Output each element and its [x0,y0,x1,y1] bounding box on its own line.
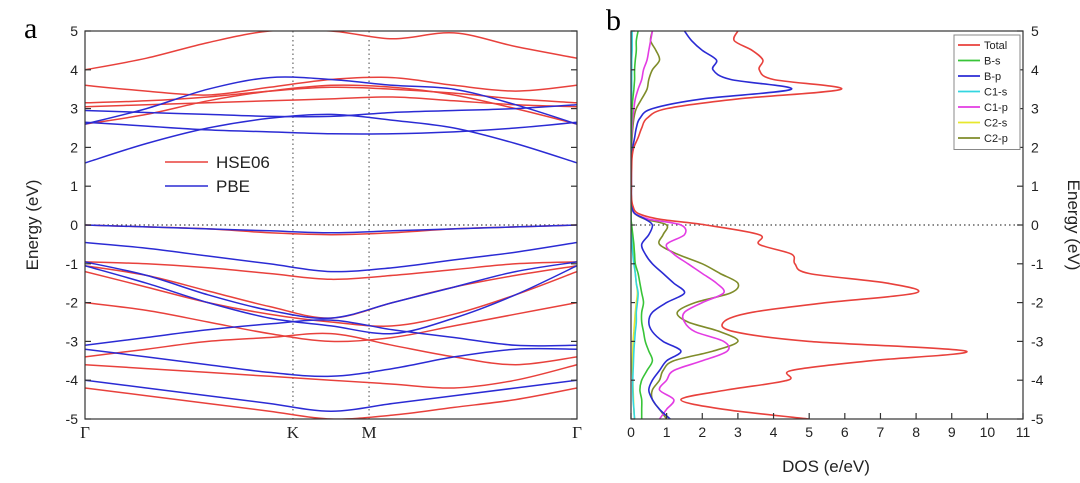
band-line-pbe-11 [85,379,577,412]
y-tick-label-b: 0 [1031,217,1039,233]
y-tick-label-a: 1 [70,178,78,194]
x-tick-label-: Γ [572,423,582,442]
x-tick-label-b: 0 [627,424,635,440]
x-tick-label-b: 8 [912,424,920,440]
band-line-pbe-3 [85,103,577,118]
x-tick-label-k: K [287,423,300,442]
axes-a: -5 -4 -3 -2 -1 0 1 2 3 4 5 Γ K M Γ [66,23,583,442]
band-line-hse06-12 [85,363,577,389]
band-line-hse06-5 [85,84,577,125]
band-line-pbe-7 [85,261,577,320]
panel-label-a: a [24,12,37,45]
y-tick-label-a: 5 [70,23,78,39]
band-line-pbe-9 [85,319,577,347]
band-line-pbe-8 [85,264,577,335]
legend-label-b-s: B-s [984,56,1001,68]
y-tick-label-a: 4 [70,62,78,78]
band-line-pbe-10 [85,347,577,378]
x-tick-label-b: 5 [805,424,813,440]
x-tick-label-b: 1 [663,424,671,440]
axes-b: 0 1 2 3 4 5 6 7 8 9 10 11-5 -4 -3 -2 -1 0 1 2 3 4 5 [627,23,1044,440]
dos-panel: b DOS (e/eV) Energy (eV) 0 1 2 3 4 5 6 7 8 9 10 11-… [606,4,1080,476]
band-line-hse06-10 [85,301,577,343]
legend-label-total: Total [984,40,1007,52]
y-axis-title-b: Energy (eV) [1064,180,1080,271]
band-line-hse06-1 [85,31,577,71]
y-tick-label-b: 2 [1031,139,1039,155]
x-tick-label-b: 7 [877,424,885,440]
band-line-hse06-8 [85,264,577,319]
band-structure-panel: a Energy (eV) -5 -4 -3 -2 -1 0 1 2 3 4 5 Γ K M Γ HSE06… [23,12,582,442]
x-tick-label-b: 2 [698,424,706,440]
x-tick-label-b: 6 [841,424,849,440]
y-tick-label-b: 1 [1031,178,1039,194]
y-tick-label-a: -1 [66,256,79,272]
y-tick-label-a: -4 [66,372,79,388]
legend-label-c1-p: C1-p [984,102,1008,114]
legend-a: HSE06 PBE [165,153,270,196]
y-tick-label-a: 3 [70,101,78,117]
band-line-pbe-4 [85,121,577,135]
x-tick-label-m: M [361,423,376,442]
y-tick-label-b: -3 [1031,333,1044,349]
band-line-hse06-9 [85,270,577,327]
legend-label-c2-p: C2-p [984,133,1008,145]
x-tick-label-b: 10 [980,424,996,440]
y-tick-label-a: -2 [66,295,79,311]
x-tick-label-b: 4 [770,424,778,440]
x-axis-title-b: DOS (e/eV) [782,457,870,476]
band-line-pbe-1 [85,76,577,125]
legend-label-b-p: B-p [984,71,1001,83]
legend-b: Total B-s B-p C1-s C1-p C2-s C2-p [953,34,1021,150]
legend-label-c2-s: C2-s [984,118,1008,130]
y-tick-label-b: -4 [1031,372,1044,388]
y-tick-label-b: 4 [1031,62,1039,78]
x-tick-label-b: 3 [734,424,742,440]
x-tick-label-b: 11 [1016,424,1031,440]
legend-label-c1-s: C1-s [984,87,1008,99]
legend-label-pbe: PBE [216,177,250,196]
y-axis-title-a: Energy (eV) [23,180,42,271]
dos-curve-c1-p [631,31,730,419]
y-tick-label-a: -5 [66,411,79,427]
band-line-hse06-11 [85,332,577,366]
y-tick-label-a: 2 [70,139,78,155]
band-line-hse06-3 [85,86,577,104]
plot-frame-a [84,30,578,420]
x-tick-label-: Γ [80,423,90,442]
band-line-pbe-5 [85,224,577,234]
dos-curve-total [631,31,968,419]
y-tick-label-b: -2 [1031,295,1044,311]
y-tick-label-a: -3 [66,333,79,349]
y-tick-label-a: 0 [70,217,78,233]
panel-label-b: b [606,4,621,37]
dos-curve-b-p [631,31,793,419]
band-line-pbe-6 [85,241,577,273]
band-lines [85,31,577,419]
y-tick-label-b: 5 [1031,23,1039,39]
band-line-hse06-13 [85,387,577,419]
x-tick-label-b: 9 [948,424,956,440]
band-line-pbe-2 [85,113,577,164]
dos-curve-c2-p [631,31,740,419]
legend-label-hse06: HSE06 [216,153,270,172]
y-tick-label-b: -1 [1031,256,1044,272]
y-tick-label-b: -5 [1031,411,1044,427]
y-tick-label-b: 3 [1031,101,1039,117]
band-line-hse06-7 [85,261,577,281]
